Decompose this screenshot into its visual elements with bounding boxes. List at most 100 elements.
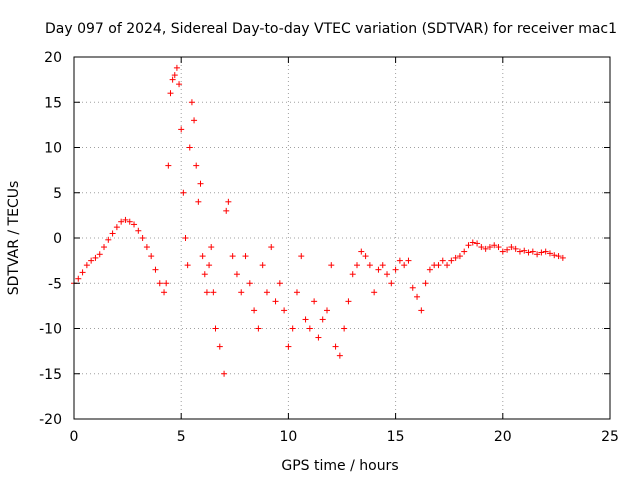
data-point xyxy=(319,316,326,323)
grid xyxy=(74,57,610,419)
data-point xyxy=(173,64,180,71)
data-point xyxy=(272,298,279,305)
data-point xyxy=(332,343,339,350)
data-point xyxy=(268,244,275,251)
data-point xyxy=(409,284,416,291)
data-point xyxy=(362,253,369,260)
data-point xyxy=(195,198,202,205)
data-point xyxy=(221,370,228,377)
data-point xyxy=(474,240,481,247)
data-point xyxy=(96,251,103,258)
data-point xyxy=(201,271,208,278)
data-point xyxy=(452,254,459,261)
data-point xyxy=(229,253,236,260)
data-point xyxy=(525,249,532,256)
data-point xyxy=(216,343,223,350)
data-point xyxy=(328,262,335,269)
y-tick-label: -20 xyxy=(39,412,62,428)
data-point xyxy=(178,126,185,133)
data-point xyxy=(289,325,296,332)
data-point xyxy=(491,242,498,249)
y-tick-label: 10 xyxy=(44,141,62,157)
data-point xyxy=(345,298,352,305)
x-axis-label: GPS time / hours xyxy=(281,458,398,474)
data-point xyxy=(83,262,90,269)
data-point xyxy=(435,262,442,269)
data-point xyxy=(414,293,421,300)
data-point xyxy=(163,280,170,287)
data-point xyxy=(113,224,120,231)
x-tick-label: 10 xyxy=(279,429,297,445)
data-series xyxy=(71,64,566,377)
data-point xyxy=(486,244,493,251)
data-point xyxy=(92,254,99,261)
data-point xyxy=(75,275,82,282)
data-point xyxy=(203,289,210,296)
data-point xyxy=(311,298,318,305)
data-point xyxy=(555,253,562,260)
data-point xyxy=(384,271,391,278)
data-point xyxy=(478,244,485,251)
data-point xyxy=(126,218,133,225)
data-point xyxy=(143,244,150,251)
y-axis-label: SDTVAR / TECUs xyxy=(6,181,22,296)
data-point xyxy=(105,236,112,243)
y-tick-label: -5 xyxy=(48,276,62,292)
data-point xyxy=(199,253,206,260)
data-point xyxy=(251,307,258,314)
data-point xyxy=(508,244,515,251)
x-tick-label: 20 xyxy=(494,429,512,445)
data-point xyxy=(139,235,146,241)
data-point xyxy=(176,81,183,88)
data-point xyxy=(426,266,433,273)
data-point xyxy=(546,250,553,257)
chart-title: Day 097 of 2024, Sidereal Day-to-day VTE… xyxy=(45,21,617,37)
data-point xyxy=(242,253,249,260)
data-point xyxy=(371,289,378,296)
data-point xyxy=(285,343,292,350)
data-point xyxy=(392,266,399,273)
data-point xyxy=(131,221,138,228)
data-point xyxy=(323,307,330,314)
data-point xyxy=(148,253,155,260)
data-point xyxy=(293,289,300,296)
data-point xyxy=(315,334,322,341)
data-point xyxy=(167,90,174,97)
data-point xyxy=(542,248,549,255)
data-point xyxy=(495,244,502,251)
data-point xyxy=(206,262,213,269)
data-point xyxy=(375,266,382,273)
x-tick-labels: 0 5 10 15 20 25 xyxy=(70,429,619,445)
data-point xyxy=(388,280,395,287)
data-point xyxy=(79,269,86,276)
data-point xyxy=(255,325,262,332)
data-point xyxy=(379,262,386,269)
data-point xyxy=(516,248,523,255)
data-point xyxy=(401,262,408,269)
data-point xyxy=(456,253,463,260)
data-point xyxy=(349,271,356,278)
data-point xyxy=(246,280,253,287)
data-point xyxy=(534,251,541,258)
data-point xyxy=(223,207,230,214)
data-point xyxy=(182,235,189,241)
data-point xyxy=(212,325,219,332)
data-point xyxy=(156,280,163,287)
data-point xyxy=(469,239,476,246)
data-point xyxy=(559,254,566,261)
data-point xyxy=(165,162,172,169)
data-point xyxy=(109,230,116,237)
y-tick-label: 20 xyxy=(44,50,62,66)
x-tick-label: 0 xyxy=(70,429,79,445)
data-point xyxy=(512,245,519,252)
y-tick-label: -10 xyxy=(39,322,62,338)
data-point xyxy=(448,257,455,264)
data-point xyxy=(306,325,313,332)
data-point xyxy=(259,262,266,269)
x-tick-label: 5 xyxy=(177,429,186,445)
data-point xyxy=(122,216,129,223)
data-point xyxy=(482,245,489,252)
data-point xyxy=(184,262,191,269)
data-point xyxy=(499,248,506,255)
